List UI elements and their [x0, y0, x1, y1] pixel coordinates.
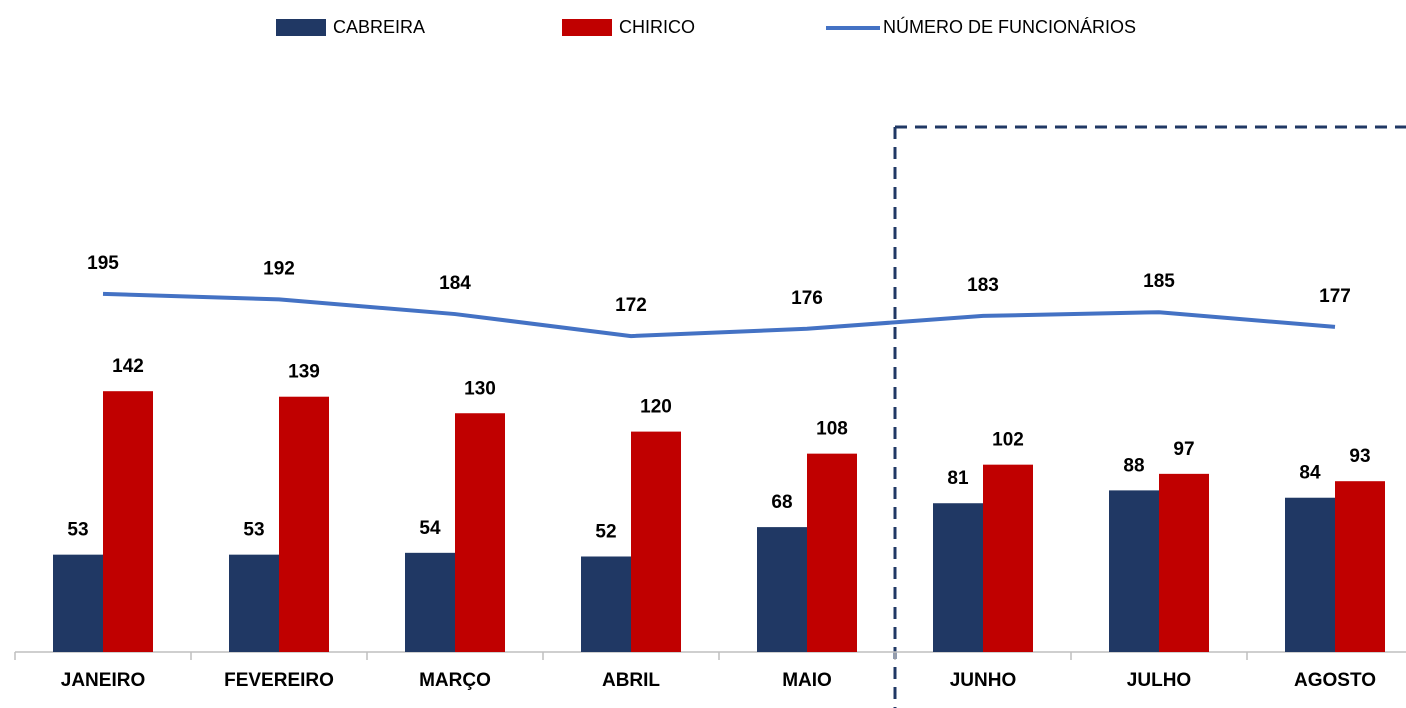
- data-label: 93: [1349, 446, 1370, 467]
- data-label: 54: [419, 518, 441, 539]
- data-label: 84: [1299, 463, 1321, 484]
- bar: [807, 453, 857, 652]
- bar: [1335, 481, 1385, 652]
- data-label: 184: [439, 273, 471, 294]
- x-tick-label: AGOSTO: [1294, 670, 1376, 691]
- x-tick-label: ABRIL: [602, 670, 660, 691]
- legend-label: NÚMERO DE FUNCIONÁRIOS: [883, 16, 1136, 37]
- bar: [405, 552, 455, 652]
- x-tick-label: MARÇO: [419, 670, 491, 691]
- data-label: 97: [1173, 439, 1194, 460]
- x-tick-label: JULHO: [1127, 670, 1191, 691]
- data-label: 183: [967, 275, 999, 296]
- bar: [229, 554, 279, 652]
- bar: [581, 556, 631, 652]
- data-label: 68: [771, 492, 792, 513]
- bar: [455, 413, 505, 652]
- x-tick-label: JANEIRO: [61, 670, 145, 691]
- data-label: 53: [243, 520, 264, 541]
- bar: [279, 396, 329, 652]
- data-label: 192: [263, 258, 295, 279]
- data-label: 185: [1143, 271, 1175, 292]
- legend-label: CABREIRA: [333, 17, 425, 37]
- bar: [983, 464, 1033, 652]
- data-label: 120: [640, 397, 672, 418]
- data-label: 139: [288, 362, 320, 383]
- x-tick-label: FEVEREIRO: [224, 670, 334, 691]
- bar: [757, 527, 807, 652]
- data-label: 142: [112, 356, 144, 377]
- bar: [1109, 490, 1159, 652]
- line: [102, 291, 1336, 339]
- x-tick-label: JUNHO: [950, 670, 1017, 691]
- bar: [1159, 473, 1209, 652]
- data-label: 195: [87, 253, 119, 274]
- data-label: 130: [464, 378, 496, 399]
- data-label: 52: [595, 522, 616, 543]
- data-label: 177: [1319, 286, 1351, 307]
- legend-swatch: [276, 19, 326, 36]
- x-tick-label: MAIO: [782, 670, 832, 691]
- data-label: 108: [816, 419, 848, 440]
- legend-swatch: [562, 19, 612, 36]
- data-label: 172: [615, 295, 647, 316]
- legend-label: CHIRICO: [619, 17, 695, 37]
- bar: [53, 554, 103, 652]
- data-label: 102: [992, 430, 1024, 451]
- bar: [933, 503, 983, 652]
- bar: [103, 391, 153, 652]
- data-label: 81: [947, 468, 969, 489]
- bar: [631, 431, 681, 652]
- data-label: 176: [791, 288, 823, 309]
- bar: [1285, 497, 1335, 652]
- data-label: 53: [67, 520, 88, 541]
- data-label: 88: [1123, 455, 1144, 476]
